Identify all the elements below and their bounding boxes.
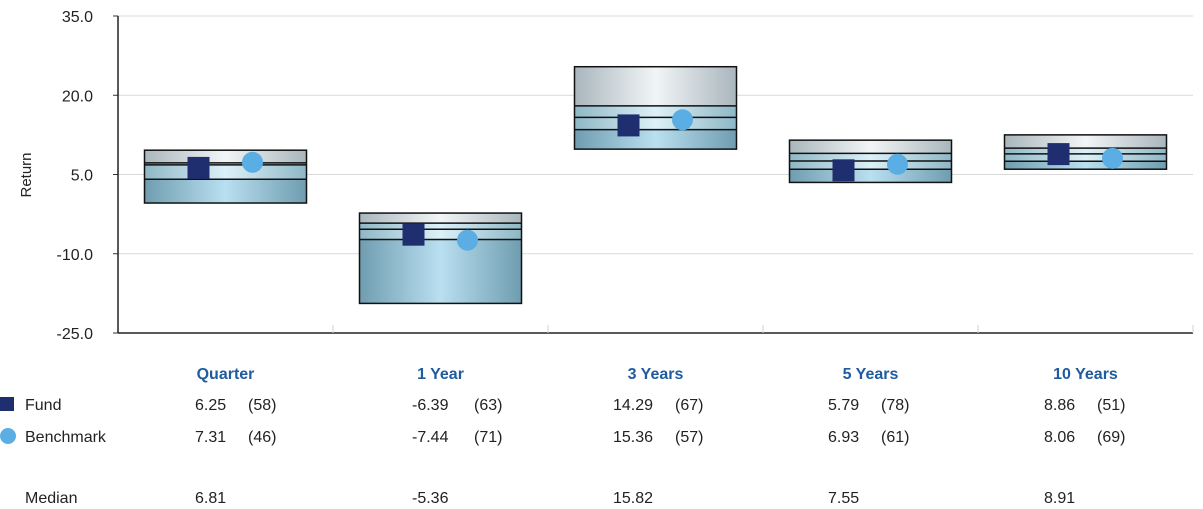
- value-cell: 8.06: [1044, 429, 1075, 446]
- value-cell: 5.79: [828, 397, 859, 414]
- category-header: Quarter: [197, 366, 255, 383]
- rank-cell: (63): [474, 397, 502, 414]
- rank-cell: (67): [675, 397, 703, 414]
- value-cell: -6.39: [412, 397, 449, 414]
- box-25th-75th: [359, 223, 522, 240]
- box-5th-25th: [789, 140, 952, 154]
- fund-marker: [402, 223, 425, 246]
- box-75th-95th: [1004, 161, 1167, 170]
- rank-cell: (69): [1097, 429, 1125, 446]
- box-75th-95th: [574, 129, 737, 150]
- box-outline: [573, 65, 738, 150]
- y-tick-label: -25.0: [57, 326, 94, 343]
- value-cell: -7.44: [412, 429, 449, 446]
- value-cell: 8.91: [1044, 490, 1075, 507]
- category-header: 3 Years: [628, 366, 684, 383]
- value-cell: 8.86: [1044, 397, 1075, 414]
- box-outline: [358, 212, 523, 305]
- box-5th-25th: [1004, 134, 1167, 149]
- category-header: 1 Year: [417, 366, 464, 383]
- box-25th-75th: [1004, 148, 1167, 162]
- rank-cell: (51): [1097, 397, 1125, 414]
- value-cell: 7.55: [828, 490, 859, 507]
- benchmark-marker: [672, 109, 693, 131]
- rank-cell: (46): [248, 429, 276, 446]
- rank-cell: (58): [248, 397, 276, 414]
- value-cell: 15.82: [613, 490, 653, 507]
- box-5th-25th: [144, 150, 307, 163]
- percentile-boxes: [143, 65, 1168, 305]
- benchmark-marker: [242, 151, 263, 173]
- box-25th-75th: [144, 162, 307, 180]
- data-table: Quarter 1 Year 3 Years 5 Years 10 Years Fund 6…: [0, 366, 1125, 507]
- series-markers: [187, 109, 1123, 251]
- y-tick-label: 20.0: [62, 88, 93, 105]
- box-5th-25th: [359, 213, 522, 224]
- legend-fund-icon: [0, 397, 14, 411]
- row-label: Fund: [25, 397, 61, 414]
- box-outline: [143, 149, 308, 204]
- rank-cell: (57): [675, 429, 703, 446]
- value-cell: 6.25: [195, 397, 226, 414]
- box-75th-95th: [359, 239, 522, 304]
- fund-marker: [832, 159, 855, 182]
- rank-cell: (78): [881, 397, 909, 414]
- category-header: 10 Years: [1053, 366, 1118, 383]
- box-5th-25th: [574, 66, 737, 106]
- rank-cell: (71): [474, 429, 502, 446]
- rank-cell: (61): [881, 429, 909, 446]
- value-cell: 6.81: [195, 490, 226, 507]
- value-cell: 7.31: [195, 429, 226, 446]
- row-label: Benchmark: [25, 429, 107, 446]
- fund-marker: [187, 156, 210, 179]
- y-tick-label: -10.0: [57, 247, 94, 264]
- benchmark-marker: [887, 153, 908, 175]
- fund-marker: [617, 114, 640, 137]
- value-cell: 15.36: [613, 429, 653, 446]
- value-cell: -5.36: [412, 490, 449, 507]
- category-header: 5 Years: [843, 366, 899, 383]
- y-tick-label: 5.0: [71, 168, 93, 185]
- y-tick-label: 35.0: [62, 9, 93, 26]
- value-cell: 6.93: [828, 429, 859, 446]
- axes: 35.0 20.0 5.0 -10.0 -25.0: [57, 9, 1194, 343]
- fund-marker: [1047, 143, 1070, 166]
- value-cell: 14.29: [613, 397, 653, 414]
- y-axis-label: Return: [18, 152, 35, 197]
- box-75th-95th: [789, 169, 952, 183]
- row-label: Median: [25, 490, 77, 507]
- box-75th-95th: [144, 179, 307, 204]
- benchmark-marker: [457, 229, 478, 251]
- legend-benchmark-icon: [0, 428, 16, 444]
- box-outline: [1003, 134, 1168, 170]
- benchmark-marker: [1102, 147, 1123, 169]
